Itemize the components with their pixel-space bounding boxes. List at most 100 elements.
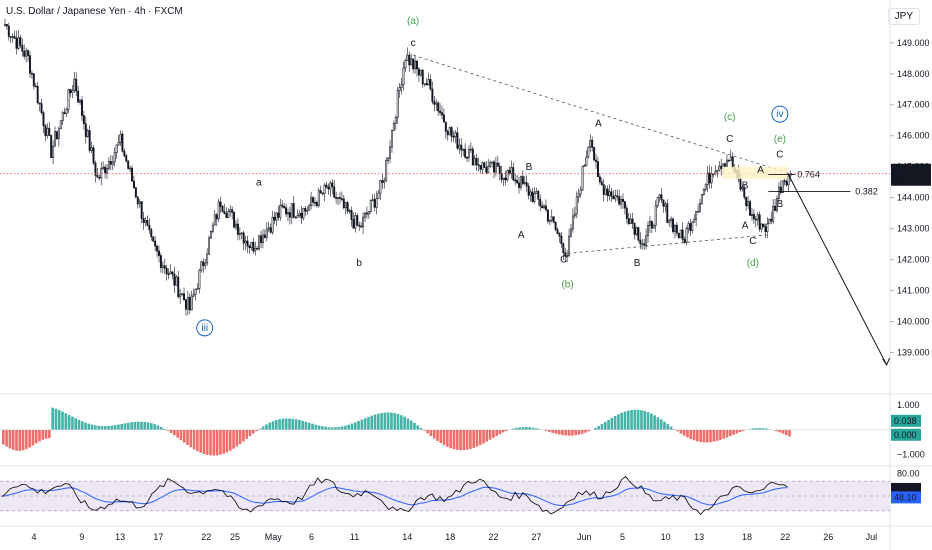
candle	[672, 218, 675, 232]
macd-bar	[462, 429, 466, 451]
candle	[235, 223, 237, 228]
candle	[772, 205, 775, 222]
macd-bar	[284, 418, 288, 430]
candle	[496, 162, 499, 167]
candle	[333, 186, 336, 198]
candle	[46, 127, 49, 136]
candle	[731, 156, 734, 169]
macd-bar	[110, 425, 114, 430]
candle	[760, 223, 763, 230]
macd-bar	[363, 418, 367, 430]
candle	[209, 230, 212, 239]
wave-label: a	[256, 177, 262, 188]
candle	[473, 158, 476, 166]
candle	[637, 227, 640, 241]
macd-bar	[406, 418, 410, 430]
time-tick-label: 6	[309, 532, 314, 542]
macd-bar	[452, 429, 456, 450]
macd-bar	[393, 413, 397, 430]
candle	[431, 88, 434, 102]
candle	[404, 60, 407, 69]
macd-bar	[107, 425, 110, 430]
macd-bar	[482, 429, 485, 444]
macd-bar	[538, 429, 541, 430]
candle	[660, 194, 663, 201]
macd-bar	[360, 419, 364, 430]
candle	[531, 191, 534, 202]
price-tick-label: 149.000	[897, 38, 930, 48]
macd-bar	[571, 429, 574, 436]
macd-bar	[580, 429, 584, 434]
macd-bar	[77, 419, 81, 430]
candle	[596, 161, 599, 178]
macd-bar	[202, 429, 206, 454]
candle	[631, 218, 634, 224]
candle	[67, 89, 70, 110]
candle	[679, 229, 682, 239]
candle	[706, 172, 709, 186]
price-tick-label: 143.000	[897, 224, 930, 234]
candle	[479, 165, 482, 170]
candle	[331, 182, 334, 188]
candle	[398, 87, 401, 92]
macd-bar	[169, 429, 173, 433]
candle	[764, 226, 767, 233]
candle	[335, 197, 338, 199]
candle	[741, 187, 744, 190]
time-tick-label: 18	[445, 532, 455, 542]
macd-bar	[416, 425, 420, 430]
macd-bar	[712, 429, 716, 442]
macd-bar	[613, 416, 617, 430]
candle	[454, 132, 457, 138]
candle	[104, 166, 107, 174]
macd-bar	[699, 429, 702, 443]
candles	[3, 18, 792, 316]
macd-bar	[518, 427, 522, 430]
candle	[156, 245, 159, 252]
candle	[439, 110, 442, 113]
candle	[625, 207, 628, 219]
candle	[34, 85, 37, 88]
candle	[508, 170, 511, 174]
candle	[84, 123, 87, 137]
macd-bar	[176, 429, 179, 438]
macd-bar	[18, 429, 22, 451]
candle	[776, 198, 778, 211]
fib-level-label: 0.382	[855, 186, 878, 196]
candle	[650, 221, 653, 229]
candle	[618, 196, 621, 205]
macd-bar	[633, 409, 637, 430]
candle	[5, 24, 8, 27]
macd-bar	[432, 429, 436, 439]
macd-bar	[94, 425, 97, 430]
currency-button[interactable]: JPY	[887, 8, 920, 25]
candle	[583, 165, 586, 167]
candle	[585, 156, 588, 166]
candle	[38, 102, 41, 105]
candle	[348, 210, 351, 212]
candle	[469, 148, 472, 151]
time-tick-label: 17	[153, 532, 163, 542]
candle	[144, 220, 147, 223]
wave-label: B	[777, 199, 784, 210]
candle	[115, 144, 118, 153]
macd-bar	[71, 416, 74, 430]
candle	[198, 269, 201, 289]
candle	[123, 150, 126, 157]
macd-bar	[31, 429, 35, 446]
candle	[564, 252, 567, 256]
candle	[408, 54, 411, 66]
macd-bar	[205, 429, 209, 455]
candle	[546, 209, 549, 222]
candle	[527, 185, 530, 196]
candle	[294, 216, 297, 219]
candle	[756, 214, 759, 221]
macd-bar	[673, 428, 676, 430]
macd-bar	[156, 425, 160, 430]
macd-bar	[215, 429, 219, 456]
candle	[134, 187, 137, 198]
macd-bar	[686, 429, 689, 438]
candle	[71, 90, 74, 94]
macd-bar	[663, 421, 666, 430]
